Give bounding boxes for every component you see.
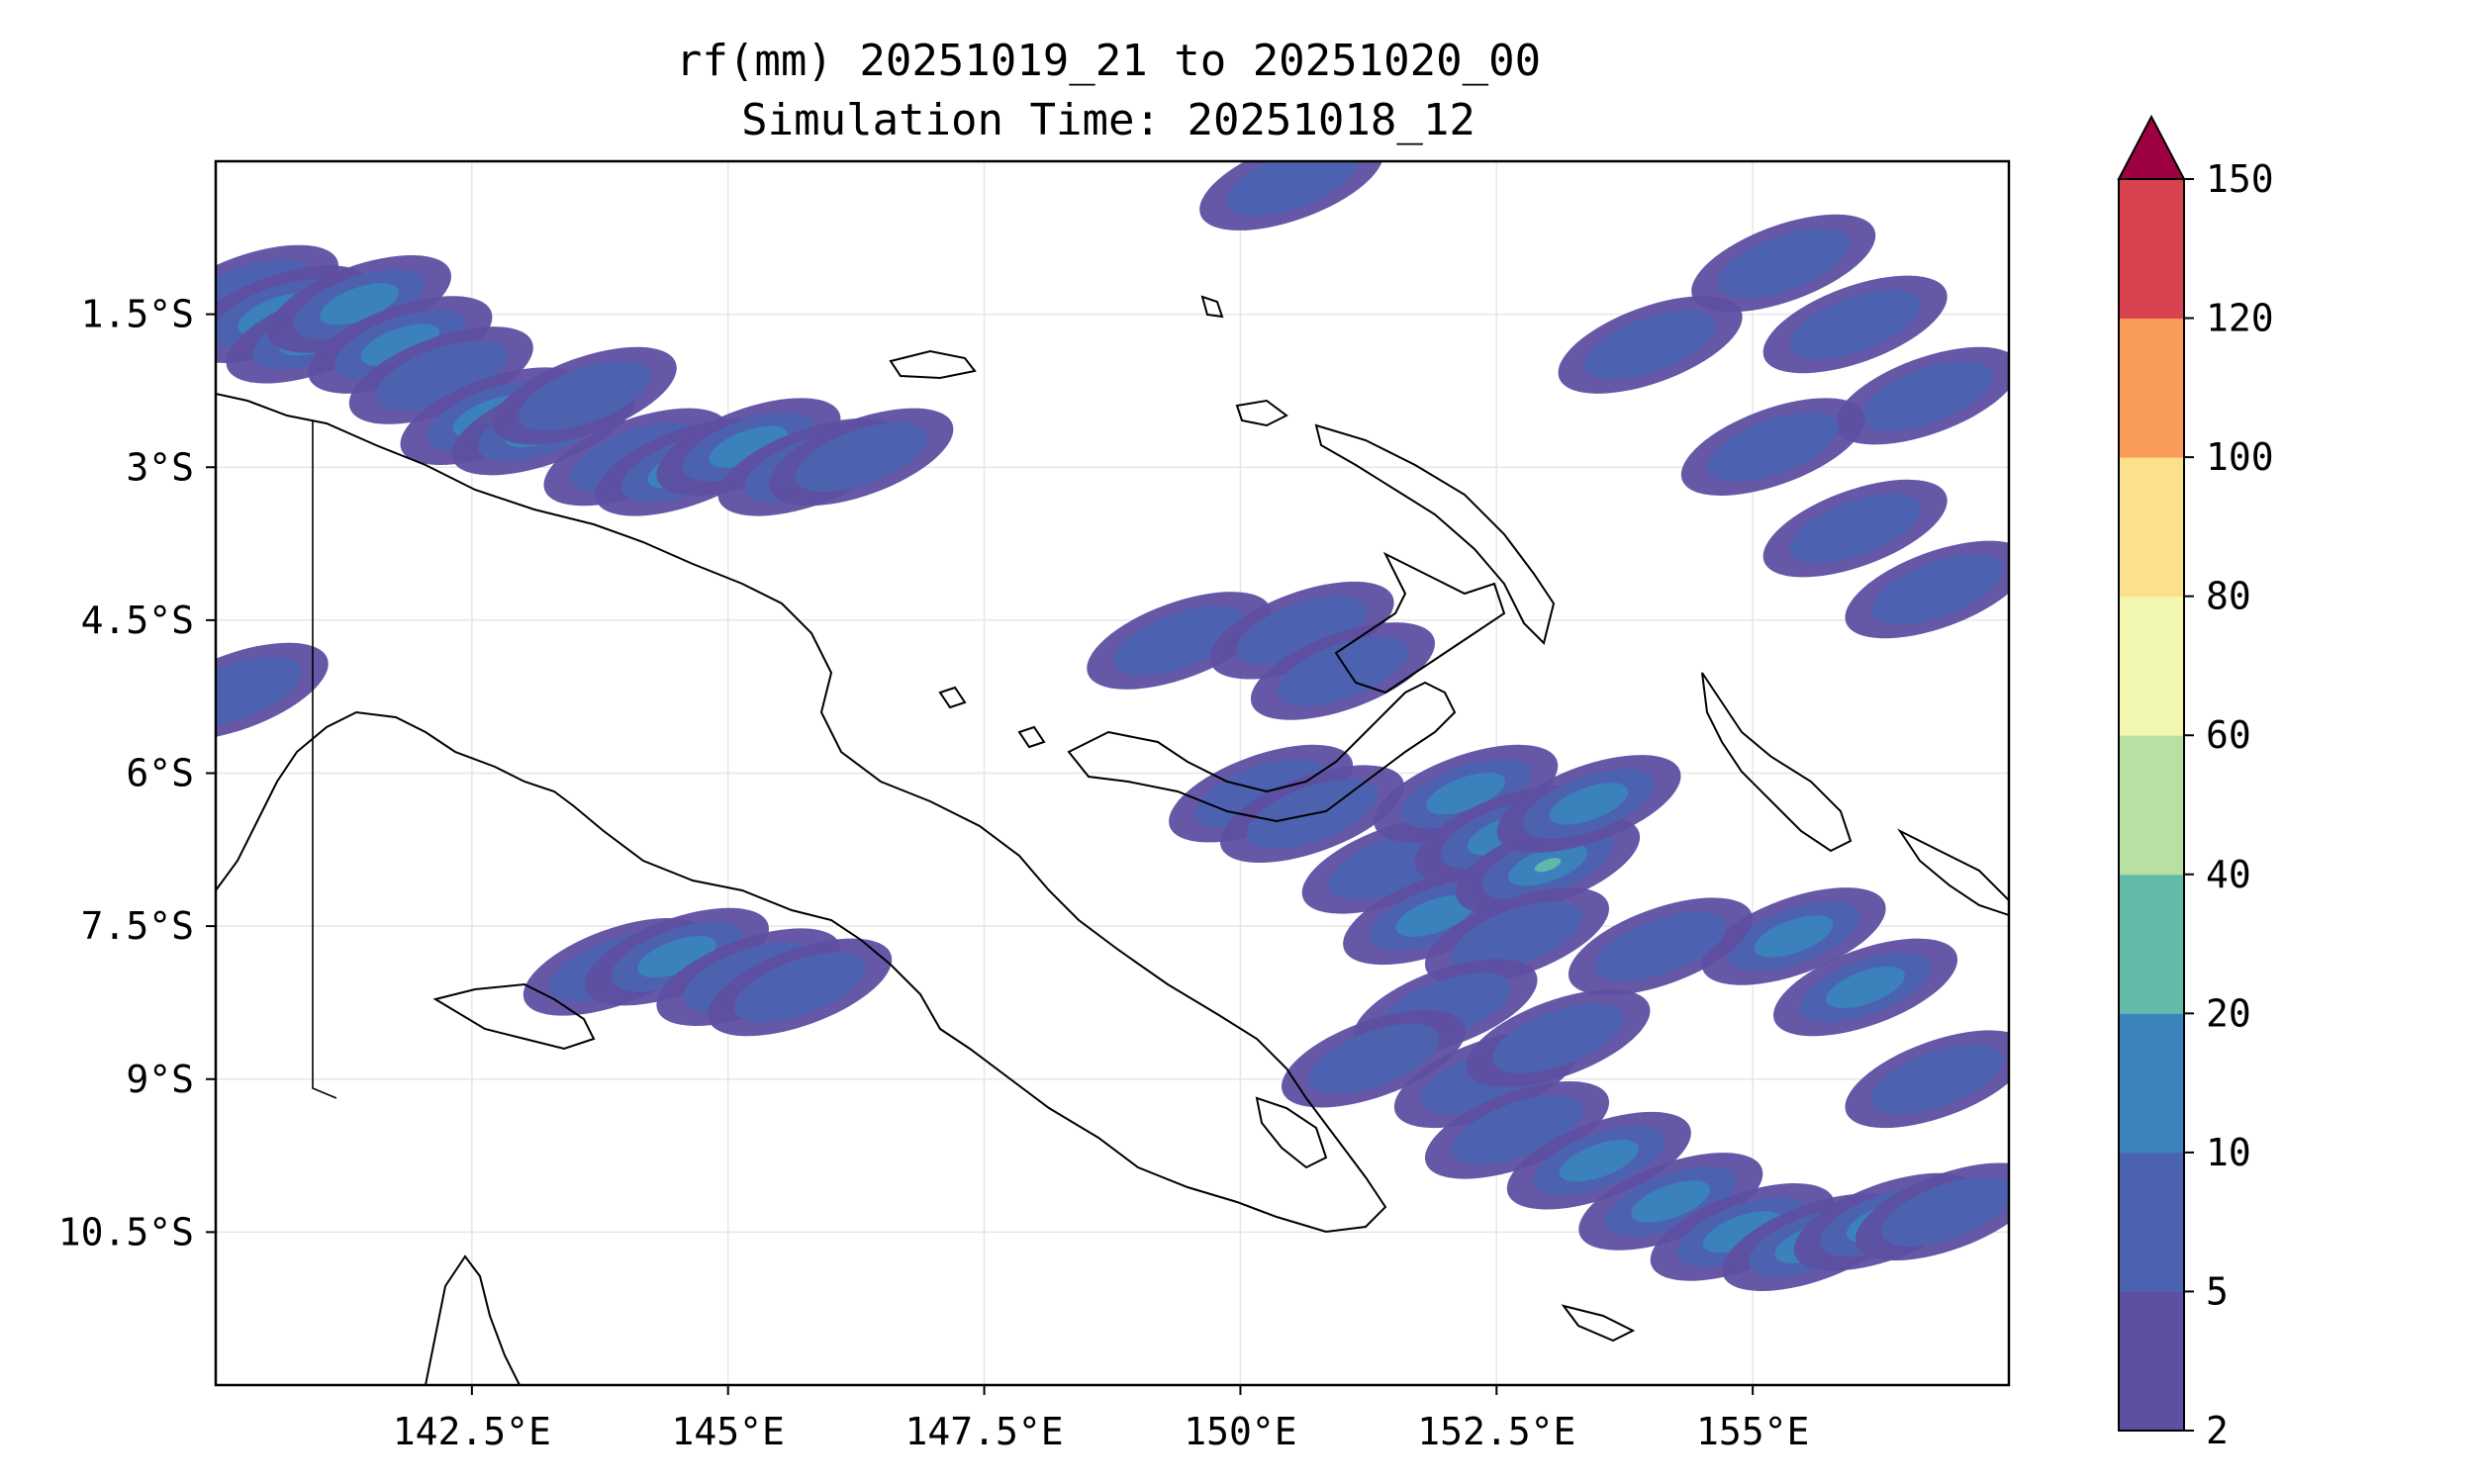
rain-cell <box>637 935 716 978</box>
border-indonesia-png <box>312 420 337 1099</box>
colorbar-tick-label: 100 <box>2206 435 2274 479</box>
rain-cell <box>1631 1180 1711 1223</box>
rain-cell <box>1594 911 1727 981</box>
rain-cell <box>1549 783 1629 825</box>
map-area <box>216 161 2009 1385</box>
coastlines <box>216 295 2009 1385</box>
coastline-small-island-3 <box>938 686 967 709</box>
rain-cell <box>1789 493 1922 564</box>
colorbar-bin <box>2119 735 2184 876</box>
rain-cell <box>1559 1140 1639 1182</box>
rain-cell <box>1584 310 1717 380</box>
colorbar-frame <box>2118 178 2185 1432</box>
rain-cell <box>320 283 399 325</box>
y-axis-ticks: 1.5°S 3°S 4.5°S 6°S 7.5°S 9°S 10.5°S <box>58 293 216 1253</box>
y-tick-label: 4.5°S <box>81 599 194 642</box>
rain-cell <box>1717 228 1850 299</box>
rain-cell <box>1881 1176 2009 1247</box>
x-axis-ticks: 142.5°E 145°E 147.5°E 150°E 152.5°E 155°E <box>393 1385 1809 1453</box>
rain-cell <box>1702 1211 1782 1253</box>
rain-cell <box>1871 1044 2003 1114</box>
y-tick-label: 9°S <box>126 1058 194 1101</box>
colorbar-bin <box>2119 874 2184 1014</box>
y-tick-label: 10.5°S <box>58 1210 194 1253</box>
rain-cell <box>519 360 651 431</box>
x-tick-label: 150°E <box>1184 1410 1296 1453</box>
x-tick-label: 152.5°E <box>1417 1410 1575 1453</box>
coastline-new-guinea <box>216 393 1387 1234</box>
colorbar-bin <box>2119 179 2184 320</box>
colorbar-extend-arrow <box>2117 114 2186 180</box>
y-tick-label: 3°S <box>126 445 194 489</box>
rain-cell <box>1112 605 1245 676</box>
coastline-huon-peninsula <box>1067 681 1457 823</box>
rain-cell <box>1225 161 1358 217</box>
colorbar: 2 5 10 20 40 60 80 100 120 150 <box>2117 114 2274 1452</box>
rain-cell <box>1534 858 1562 873</box>
colorbar-tick-label: 150 <box>2206 157 2274 201</box>
x-tick-label: 145°E <box>672 1410 785 1453</box>
colorbar-bin <box>2119 1013 2184 1154</box>
coastline-south-fly <box>432 982 596 1051</box>
colorbar-tick-label: 2 <box>2206 1409 2229 1452</box>
coastline-new-britain <box>1334 551 1506 695</box>
rain-cell <box>1395 894 1475 937</box>
rain-cell <box>733 952 866 1023</box>
colorbar-tick-label: 20 <box>2206 991 2251 1035</box>
rain-cell <box>1491 1003 1624 1073</box>
y-tick-label: 6°S <box>126 752 194 795</box>
rain-cell <box>1707 412 1840 482</box>
colorbar-bin <box>2119 457 2184 598</box>
rainfall-contours <box>216 161 2009 1292</box>
y-tick-label: 1.5°S <box>81 293 194 336</box>
colorbar-bin <box>2119 318 2184 458</box>
rain-cell <box>795 421 927 493</box>
coastline-solomon-islands <box>1897 828 2009 917</box>
x-tick-label: 155°E <box>1696 1410 1809 1453</box>
x-tick-label: 142.5°E <box>393 1410 551 1453</box>
colorbar-tick-label: 60 <box>2206 713 2251 757</box>
rain-cell <box>1754 915 1834 958</box>
rain-cell <box>1426 772 1506 815</box>
rain-cell <box>1236 595 1369 666</box>
coastline-new-ireland <box>1314 423 1556 645</box>
rain-cell <box>1826 966 1905 1009</box>
rain-cell <box>1789 289 1922 360</box>
rain-cell <box>1860 360 1993 431</box>
colorbar-bin <box>2119 1291 2184 1432</box>
coastline-small-island-1 <box>1235 399 1288 427</box>
coastline-louisiade <box>1561 1304 1636 1343</box>
rain-cell <box>709 425 789 468</box>
map-title-line-1: rf(mm) 20251019_21 to 20251020_00 <box>676 36 1541 86</box>
rain-cell <box>1451 1095 1583 1165</box>
colorbar-tick-label: 40 <box>2206 853 2251 896</box>
rain-cell <box>375 340 508 411</box>
coastline-manus <box>889 349 977 380</box>
colorbar-tick-label: 80 <box>2206 575 2251 618</box>
coastline-cape-york <box>425 1254 521 1385</box>
x-tick-label: 147.5°E <box>904 1410 1063 1453</box>
rain-cell <box>1451 901 1583 972</box>
coastline-small-island-4 <box>1017 725 1046 749</box>
colorbar-tick-label: 10 <box>2206 1131 2251 1174</box>
rain-cell <box>1871 554 2003 625</box>
rain-cell <box>360 324 440 366</box>
coastline-small-island-2 <box>1200 295 1224 319</box>
y-tick-label: 7.5°S <box>81 904 194 948</box>
colorbar-bin <box>2119 1152 2184 1292</box>
colorbar-tick-label: 120 <box>2206 297 2274 340</box>
coastline-trobriand <box>1255 1096 1328 1169</box>
rain-cell <box>216 656 303 727</box>
rain-cell <box>1277 636 1409 706</box>
coastline-bougainville <box>1701 672 1853 853</box>
map-title-line-2: Simulation Time: 20251018_12 <box>741 95 1475 145</box>
colorbar-tick-label: 5 <box>2206 1269 2229 1313</box>
colorbar-bin <box>2119 596 2184 736</box>
rain-cell <box>1307 1023 1440 1094</box>
